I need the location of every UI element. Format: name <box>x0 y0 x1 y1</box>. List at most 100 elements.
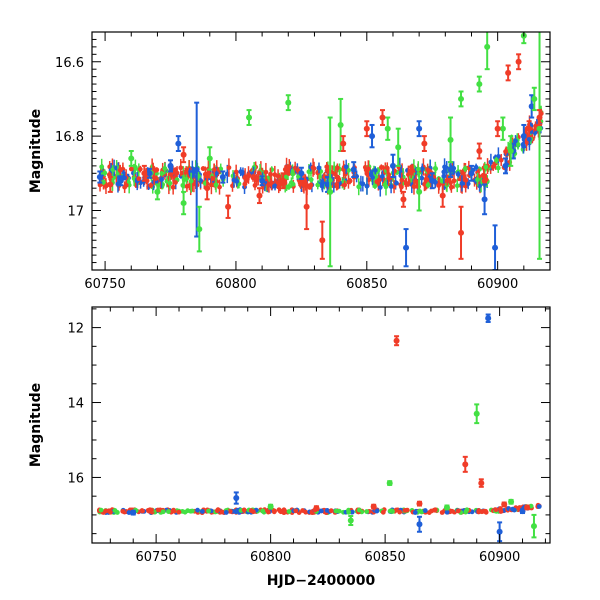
baseline-point <box>172 168 178 174</box>
baseline-point <box>384 165 390 171</box>
data-point-red <box>505 69 512 76</box>
baseline-point <box>226 165 232 171</box>
baseline-point <box>241 507 247 513</box>
data-point-green <box>196 226 203 233</box>
baseline-point <box>293 508 299 514</box>
baseline-point <box>513 138 518 144</box>
baseline-point <box>449 508 455 514</box>
baseline-point <box>199 509 205 514</box>
baseline-point <box>297 180 303 186</box>
data-point-blue <box>389 162 396 169</box>
data-point-green <box>395 144 402 151</box>
baseline-point <box>483 164 489 170</box>
baseline-point <box>498 509 504 514</box>
baseline-point <box>511 507 517 513</box>
baseline-point <box>256 170 262 176</box>
data-point-blue <box>117 177 124 184</box>
data-point-blue <box>146 170 153 177</box>
baseline-point <box>168 171 174 177</box>
data-point-red <box>501 501 508 508</box>
baseline-point <box>372 167 378 173</box>
data-point-green <box>508 498 515 505</box>
data-point-blue <box>528 103 535 110</box>
baseline-point <box>397 509 403 515</box>
data-point-red <box>107 181 114 188</box>
panel-2: 60750 60800 60850 60900 12 14 16 Magnitude HJD−2… <box>28 306 551 589</box>
baseline-point <box>366 177 372 183</box>
baseline-point <box>307 185 313 190</box>
data-point-red <box>256 192 263 199</box>
baseline-point <box>455 171 461 177</box>
data-point-green <box>386 480 393 487</box>
data-point-red <box>515 58 522 65</box>
baseline-point <box>206 508 211 514</box>
baseline-point <box>493 507 499 513</box>
data-point-red <box>363 125 370 132</box>
baseline-point <box>476 508 482 513</box>
baseline-point <box>217 184 222 190</box>
data-point-green <box>447 136 454 143</box>
baseline-point <box>316 165 322 171</box>
data-point-green <box>499 125 506 132</box>
panel-1: 60750 60800 60850 60900 16.6 16.8 17 Magnitude <box>28 31 551 292</box>
baseline-point <box>248 508 254 513</box>
baseline-point <box>98 507 104 513</box>
baseline-point <box>493 157 499 163</box>
data-point-blue <box>429 177 436 184</box>
baseline-point <box>333 508 339 514</box>
baseline-point <box>290 171 296 177</box>
baseline-point <box>211 167 217 173</box>
baseline-point <box>183 176 189 182</box>
baseline-point <box>455 508 461 514</box>
baseline-point <box>503 149 508 154</box>
baseline-point <box>148 183 154 188</box>
baseline-point <box>268 171 273 177</box>
y-axis-title: Magnitude <box>28 109 44 193</box>
baseline-point <box>198 178 203 183</box>
data-point-red <box>141 170 148 177</box>
baseline-point <box>451 178 457 184</box>
baseline-point <box>233 509 239 515</box>
baseline-point <box>382 182 388 188</box>
baseline-point <box>402 508 408 513</box>
baseline-point <box>454 183 460 189</box>
data-point-blue <box>259 177 266 184</box>
baseline-point <box>132 166 138 171</box>
baseline-point <box>159 171 165 176</box>
data-point-red <box>476 148 483 154</box>
baseline-point <box>140 508 145 514</box>
data-point-red <box>225 203 232 210</box>
data-point-blue <box>502 162 509 169</box>
x-axis-title: HJD−2400000 <box>267 573 376 589</box>
baseline-point <box>171 508 177 514</box>
baseline-point <box>128 166 134 172</box>
data-point-blue <box>468 170 475 177</box>
data-point-red <box>303 203 310 210</box>
baseline-point <box>428 508 434 514</box>
baseline-point <box>263 169 269 175</box>
baseline-point <box>286 164 292 170</box>
data-point-blue <box>447 166 454 173</box>
baseline-point <box>144 178 150 184</box>
data-point-green <box>473 410 480 417</box>
x-tick-label: 60900 <box>477 277 518 292</box>
baseline-point <box>495 165 501 171</box>
data-point-green <box>128 155 135 162</box>
data-point-red <box>340 140 347 147</box>
baseline-point <box>290 181 296 187</box>
data-point-red <box>536 114 543 121</box>
data-point-red <box>319 237 326 244</box>
baseline-point <box>356 507 362 513</box>
baseline-point <box>412 510 418 515</box>
data-point-blue <box>416 521 423 528</box>
baseline-point <box>265 509 271 515</box>
baseline-point <box>347 178 353 184</box>
data-point-blue <box>298 170 305 177</box>
data-point-red <box>458 229 465 236</box>
data-point-red <box>313 505 320 512</box>
data-point-red <box>370 503 377 510</box>
data-point-blue <box>496 528 503 535</box>
baseline-point <box>315 182 321 188</box>
baseline-point <box>394 180 399 186</box>
baseline-point <box>185 508 191 514</box>
